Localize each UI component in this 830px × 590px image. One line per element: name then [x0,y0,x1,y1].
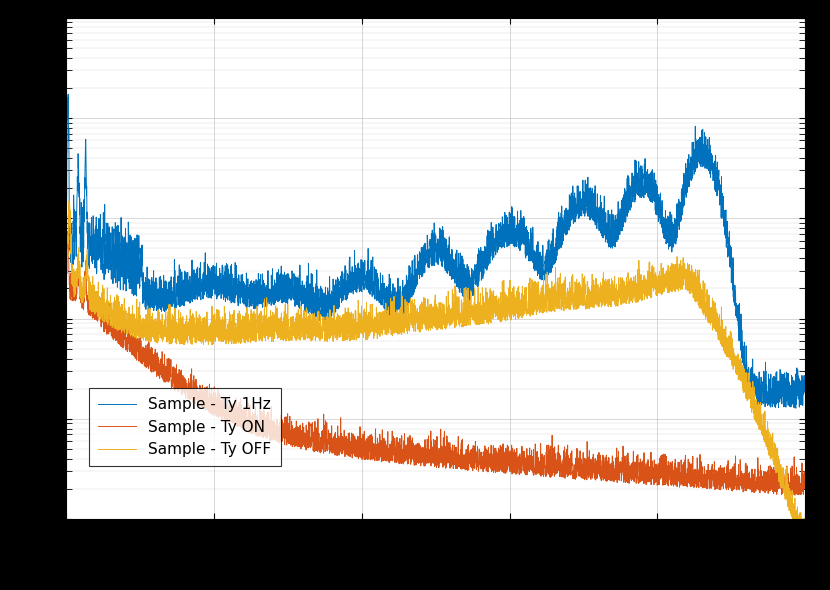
Sample - Ty OFF [798,544,808,551]
Sample - Ty ON [344,442,354,450]
Sample - Ty 1Hz [196,289,206,296]
Sample - Ty ON [61,278,71,285]
Sample - Ty 1Hz [669,238,679,245]
Sample - Ty 1Hz [800,379,810,386]
Sample - Ty ON [196,395,206,402]
Legend: Sample - Ty 1Hz, Sample - Ty ON, Sample - Ty OFF: Sample - Ty 1Hz, Sample - Ty ON, Sample … [89,388,281,467]
Sample - Ty ON [63,228,73,235]
Sample - Ty OFF [61,263,71,270]
Sample - Ty OFF [505,306,515,313]
Sample - Ty OFF [542,283,552,290]
Line: Sample - Ty ON: Sample - Ty ON [66,231,805,495]
Sample - Ty OFF [196,333,206,340]
Sample - Ty OFF [800,539,810,546]
Sample - Ty OFF [64,198,74,205]
Line: Sample - Ty OFF: Sample - Ty OFF [66,201,805,548]
Sample - Ty ON [542,441,552,448]
Sample - Ty 1Hz [63,91,73,98]
Sample - Ty OFF [344,324,354,331]
Sample - Ty ON [790,491,800,499]
Sample - Ty OFF [669,261,679,268]
Line: Sample - Ty 1Hz: Sample - Ty 1Hz [66,94,805,408]
Sample - Ty 1Hz [344,285,354,292]
Sample - Ty OFF [613,286,622,293]
Sample - Ty ON [505,454,515,461]
Sample - Ty 1Hz [613,224,622,231]
Sample - Ty ON [800,478,810,486]
Sample - Ty 1Hz [791,405,801,412]
Sample - Ty ON [669,472,679,479]
Sample - Ty 1Hz [61,208,71,215]
Sample - Ty ON [613,474,622,481]
Sample - Ty 1Hz [505,214,515,221]
Sample - Ty 1Hz [542,246,552,253]
